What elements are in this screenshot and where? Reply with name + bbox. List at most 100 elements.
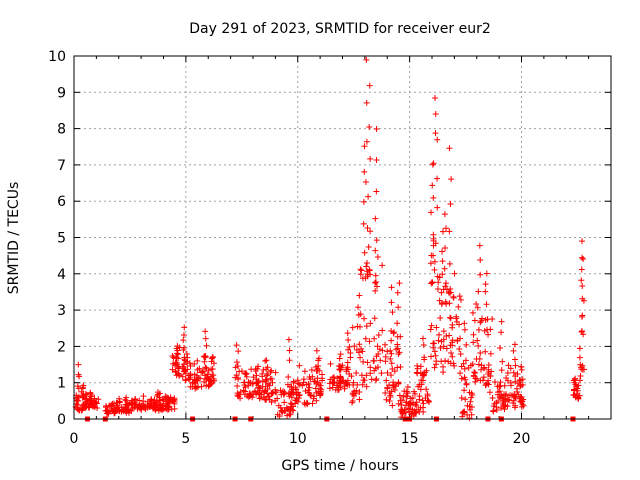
data-point	[427, 326, 434, 333]
data-point	[440, 343, 447, 350]
data-point	[440, 369, 447, 376]
data-point	[157, 397, 164, 404]
data-point	[411, 407, 418, 414]
data-point	[517, 377, 524, 384]
data-point	[304, 401, 311, 408]
data-point	[438, 289, 445, 296]
data-point	[354, 323, 361, 330]
data-point	[480, 365, 487, 372]
data-point	[263, 396, 270, 403]
data-point	[368, 376, 375, 383]
data-point	[390, 384, 397, 391]
data-point	[315, 357, 322, 364]
data-point	[396, 280, 403, 287]
data-point	[475, 326, 482, 333]
data-point	[148, 400, 155, 407]
data-point	[373, 126, 380, 133]
data-point	[421, 371, 428, 378]
data-point	[581, 366, 588, 373]
data-point	[76, 407, 83, 414]
data-point	[576, 345, 583, 352]
data-point	[357, 311, 364, 318]
data-point	[289, 406, 296, 413]
data-point	[366, 338, 373, 345]
data-point	[234, 382, 241, 389]
data-point	[388, 350, 395, 357]
data-point	[288, 394, 295, 401]
data-point	[349, 324, 356, 331]
data-point	[487, 350, 494, 357]
data-point	[317, 390, 324, 397]
data-point	[388, 337, 395, 344]
data-point	[513, 385, 520, 392]
data-point	[247, 379, 254, 386]
data-point	[439, 228, 446, 235]
data-point	[363, 383, 370, 390]
data-point	[319, 377, 326, 384]
data-point	[453, 313, 460, 320]
data-point	[479, 377, 486, 384]
data-point	[429, 182, 436, 189]
data-point	[263, 366, 270, 373]
data-point	[458, 394, 465, 401]
data-point	[242, 369, 249, 376]
data-point	[504, 369, 511, 376]
data-point	[462, 376, 469, 383]
data-point	[371, 315, 378, 322]
data-point	[434, 136, 441, 143]
data-point	[447, 314, 454, 321]
data-point	[293, 397, 300, 404]
data-point	[242, 371, 249, 378]
data-point	[388, 327, 395, 334]
data-point	[272, 386, 279, 393]
data-point	[373, 188, 380, 195]
data-point	[408, 411, 415, 418]
data-point	[362, 275, 369, 282]
data-point	[364, 260, 371, 267]
data-point	[361, 315, 368, 322]
data-point	[470, 339, 477, 346]
data-point	[448, 349, 455, 356]
data-point	[388, 360, 395, 367]
data-point	[497, 379, 504, 386]
data-point	[396, 349, 403, 356]
data-point	[278, 408, 285, 415]
data-point	[431, 258, 438, 265]
data-point	[458, 363, 465, 370]
data-point	[366, 82, 373, 89]
data-point	[313, 347, 320, 354]
data-point	[360, 198, 367, 205]
data-point	[355, 304, 362, 311]
data-point	[440, 328, 447, 335]
data-point	[580, 297, 587, 304]
y-tick-label: 4	[57, 267, 66, 283]
data-point	[202, 328, 209, 335]
data-point	[182, 366, 189, 373]
data-point	[341, 383, 348, 390]
data-point	[344, 377, 351, 384]
data-point	[395, 400, 402, 407]
data-point	[336, 378, 343, 385]
data-point	[482, 288, 489, 295]
data-point	[389, 366, 396, 373]
data-point	[458, 375, 465, 382]
data-point	[335, 386, 342, 393]
data-point	[409, 399, 416, 406]
data-point	[191, 376, 198, 383]
data-point	[386, 382, 393, 389]
data-point	[106, 408, 113, 415]
data-point	[445, 358, 452, 365]
data-point	[209, 366, 216, 373]
data-point	[91, 395, 98, 402]
data-point	[277, 387, 284, 394]
y-tick-label: 6	[57, 194, 66, 210]
data-point	[262, 358, 269, 365]
data-point	[241, 379, 248, 386]
data-point	[474, 304, 481, 311]
data-point	[170, 354, 177, 361]
data-point	[468, 390, 475, 397]
data-point	[191, 360, 198, 367]
data-point	[372, 279, 379, 286]
data-point	[353, 369, 360, 376]
x-tick-label: 15	[401, 431, 419, 447]
